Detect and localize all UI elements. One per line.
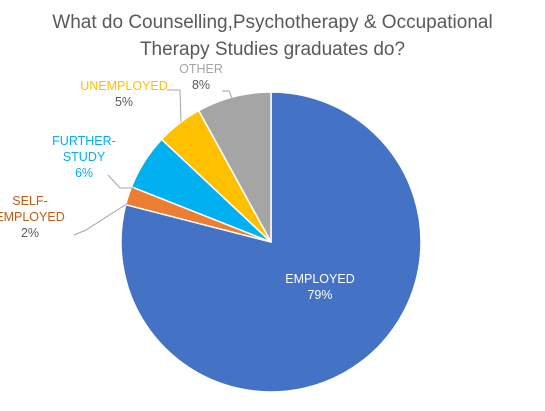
leader-line-unemployed [167,89,182,123]
data-label-self-employed: SELF- EMPLOYED 2% [0,194,65,240]
pie-slices [120,91,422,393]
data-label-category-line: FURTHER- [52,134,116,148]
leader-line-further-study [107,174,134,189]
data-labels: EMPLOYED 79% SELF- EMPLOYED 2% FURTHER- STUDY 6… [0,62,355,302]
data-label-value: 79% [307,288,332,302]
leader-line-other [222,90,233,99]
chart-title-line-1: What do Counselling,Psychotherapy & Occu… [52,12,492,33]
leader-line-self-employed [73,202,129,236]
data-label-category-line: EMPLOYED [0,210,65,224]
data-label-category-line: SELF- [12,194,47,208]
data-label-other: OTHER 8% [179,62,223,92]
data-label-category-line: UNEMPLOYED [80,79,168,93]
leader-lines [73,89,233,236]
data-label-category-line: STUDY [63,150,106,164]
pie-slice-other [197,91,272,243]
data-label-value: 8% [192,78,210,92]
data-label-value: 2% [21,226,39,240]
data-label-category-line: EMPLOYED [285,272,354,286]
data-label-value: 5% [115,95,133,109]
data-label-unemployed: UNEMPLOYED 5% [80,79,168,109]
data-label-category-line: OTHER [179,62,223,76]
chart-title-line-2: Therapy Studies graduates do? [140,39,405,60]
data-label-further-study: FURTHER- STUDY 6% [52,134,116,180]
data-label-value: 6% [75,166,93,180]
data-label-employed: EMPLOYED 79% [285,272,354,302]
chart-title: What do Counselling,Psychotherapy & Occu… [52,12,492,60]
